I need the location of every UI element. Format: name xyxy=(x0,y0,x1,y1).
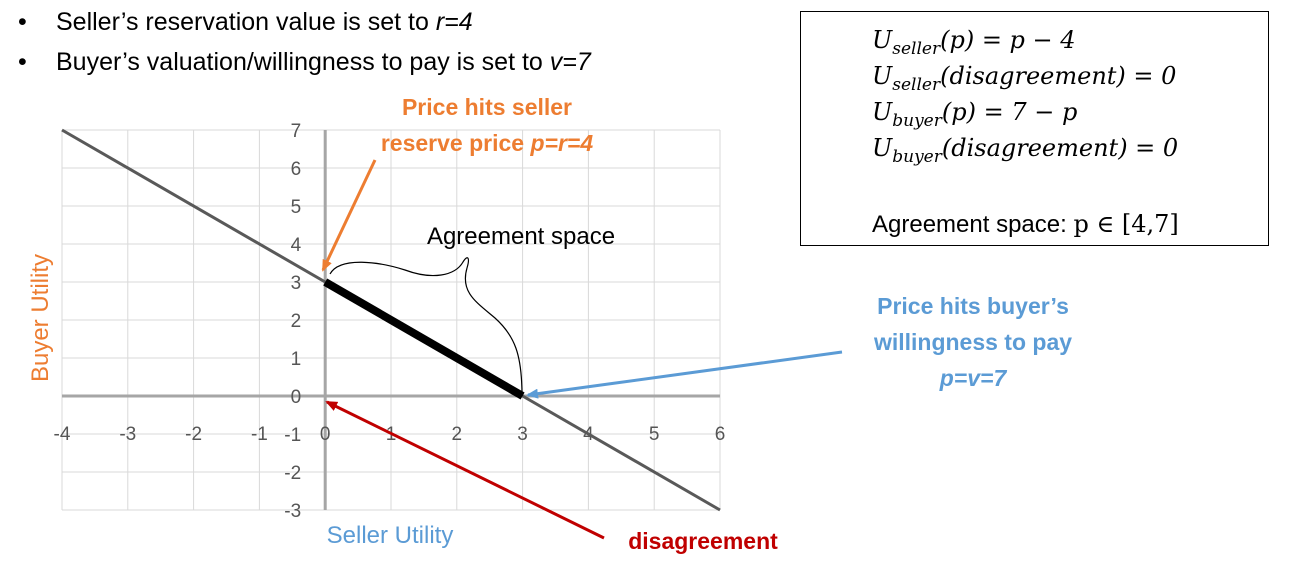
formula-seller-disagreement: Useller(disagreement) = 0 xyxy=(872,62,1177,95)
x-tick-label: 3 xyxy=(517,424,528,445)
agreement-space-formula: Agreement space: p ∈ [4,7] xyxy=(872,210,1179,238)
utility-formula-box: Useller(p) = p − 4 Useller(disagreement)… xyxy=(800,11,1269,246)
bullet-list: • Seller’s reservation value is set to r=… xyxy=(18,2,591,82)
y-tick-label: 0 xyxy=(291,387,302,408)
y-tick-label: 2 xyxy=(291,311,302,332)
buyer-wtp-arrow xyxy=(526,350,843,399)
y-tick-label: -2 xyxy=(284,463,301,484)
formula-buyer-price: Ubuyer(p) = 7 − p xyxy=(872,98,1078,131)
y-tick-label: 1 xyxy=(291,349,302,370)
bullet-dot: • xyxy=(18,48,27,76)
y-tick-label: -1 xyxy=(284,425,301,446)
x-tick-label: -3 xyxy=(119,424,136,445)
y-tick-label: 7 xyxy=(291,121,302,142)
x-tick-label: 0 xyxy=(320,424,331,445)
bullet-text: Seller’s reservation value is set to xyxy=(56,8,436,36)
y-axis-title: Buyer Utility xyxy=(27,254,54,382)
x-tick-label: 5 xyxy=(649,424,660,445)
bullet-item-seller-reservation: • Seller’s reservation value is set to r=… xyxy=(18,2,591,42)
disagreement-label: disagreement xyxy=(628,528,778,554)
y-tick-label: 5 xyxy=(291,197,302,218)
bullet-var: v=7 xyxy=(549,48,591,76)
bullet-text: Buyer’s valuation/willingness to pay is … xyxy=(56,48,550,76)
buyer-wtp-label-line2: willingness to pay xyxy=(873,329,1072,355)
axes xyxy=(62,130,720,510)
y-tick-label: 3 xyxy=(291,273,302,294)
x-tick-label: -1 xyxy=(251,424,268,445)
agreement-space-label: Agreement space xyxy=(427,223,615,250)
agreement-segment xyxy=(323,278,525,400)
disagreement-arrow xyxy=(325,400,605,540)
y-tick-label: 4 xyxy=(291,235,302,256)
buyer-wtp-label-line1: Price hits buyer’s xyxy=(877,293,1069,319)
seller-reserve-label-line1: Price hits seller xyxy=(402,94,572,120)
agreement-space-brace xyxy=(329,257,523,397)
x-tick-label: 6 xyxy=(715,424,726,445)
buyer-wtp-label-var: p=v=7 xyxy=(939,365,1008,391)
x-axis-title: Seller Utility xyxy=(327,522,454,549)
bullet-dot: • xyxy=(18,8,27,36)
y-tick-label: -3 xyxy=(284,501,301,522)
seller-reserve-arrow xyxy=(321,159,377,272)
x-tick-label: 2 xyxy=(452,424,463,445)
x-tick-label: -2 xyxy=(185,424,202,445)
y-tick-label: 6 xyxy=(291,159,302,180)
formula-seller-price: Useller(p) = p − 4 xyxy=(872,26,1076,59)
bullet-var: r=4 xyxy=(435,8,473,36)
x-tick-label: -4 xyxy=(54,424,71,445)
bullet-item-buyer-valuation: • Buyer’s valuation/willingness to pay is… xyxy=(18,42,591,82)
seller-reserve-label-line2: reserve price p=r=4 xyxy=(381,130,593,156)
formula-buyer-disagreement: Ubuyer(disagreement) = 0 xyxy=(872,134,1179,167)
series-lines xyxy=(61,128,721,512)
